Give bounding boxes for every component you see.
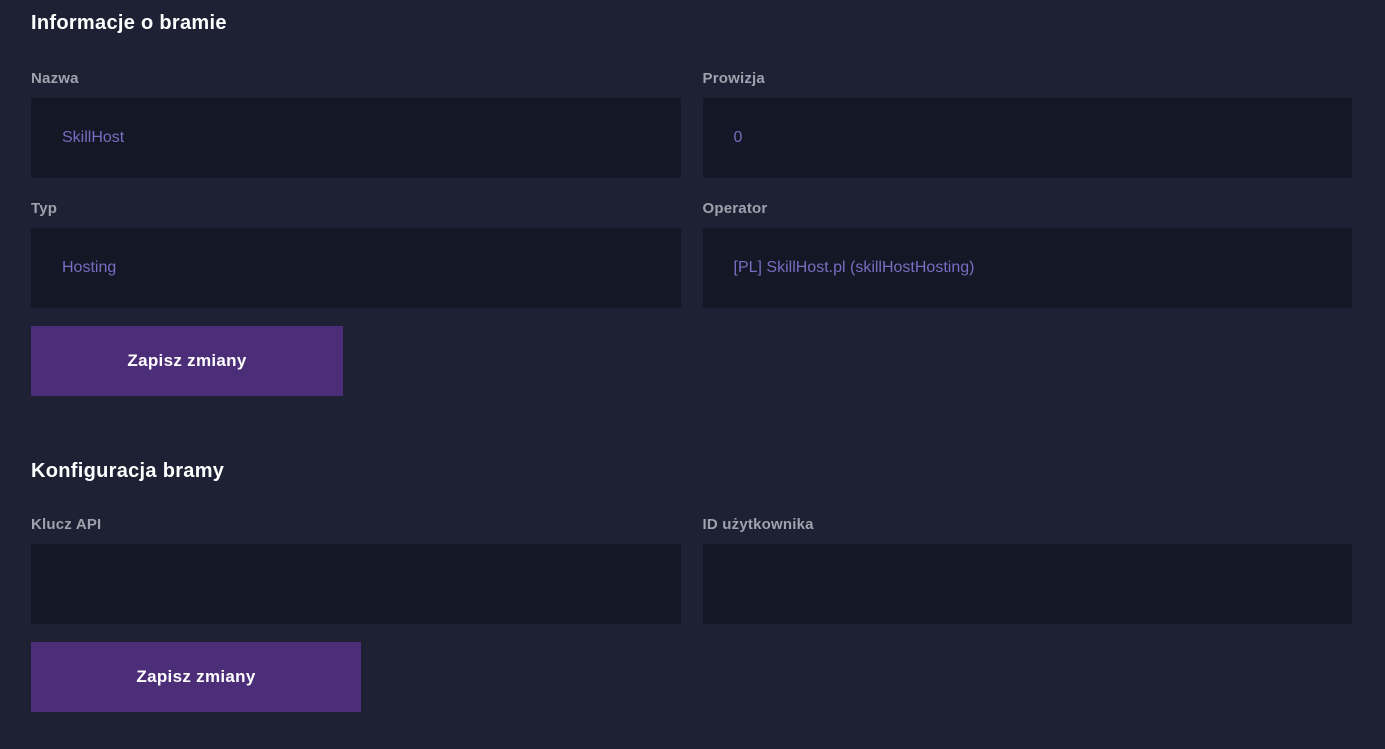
gateway-config-title: Konfiguracja bramy [31, 460, 225, 482]
user-id-field-group: ID użytkownika [702, 516, 1352, 624]
commission-field-group: Prowizja [702, 70, 1352, 178]
name-label: Nazwa [31, 70, 79, 87]
operator-label: Operator [702, 200, 768, 217]
commission-input[interactable] [702, 98, 1352, 178]
gateway-config-section: Konfiguracja bramy Klucz API ID użytkown… [31, 460, 1352, 712]
operator-field-group: Operator [702, 200, 1352, 308]
gateway-info-fields: Nazwa Prowizja Typ Operator [31, 71, 1352, 308]
type-input[interactable] [31, 228, 681, 308]
name-field-group: Nazwa [31, 71, 681, 178]
api-key-label: Klucz API [31, 516, 102, 533]
api-key-field-group: Klucz API [31, 517, 681, 624]
type-field-group: Typ [31, 201, 681, 308]
gateway-info-title: Informacje o bramie [31, 12, 227, 34]
name-input[interactable] [31, 98, 681, 178]
commission-label: Prowizja [702, 70, 765, 87]
save-info-button[interactable]: Zapisz zmiany [31, 326, 343, 396]
api-key-input[interactable] [31, 544, 681, 624]
user-id-input[interactable] [702, 544, 1352, 624]
save-config-button[interactable]: Zapisz zmiany [31, 642, 361, 712]
gateway-info-section: Informacje o bramie Nazwa Prowizja Typ O… [31, 12, 1352, 396]
operator-input[interactable] [702, 228, 1352, 308]
user-id-label: ID użytkownika [702, 516, 814, 533]
type-label: Typ [31, 200, 58, 217]
gateway-config-fields: Klucz API ID użytkownika [31, 517, 1352, 624]
